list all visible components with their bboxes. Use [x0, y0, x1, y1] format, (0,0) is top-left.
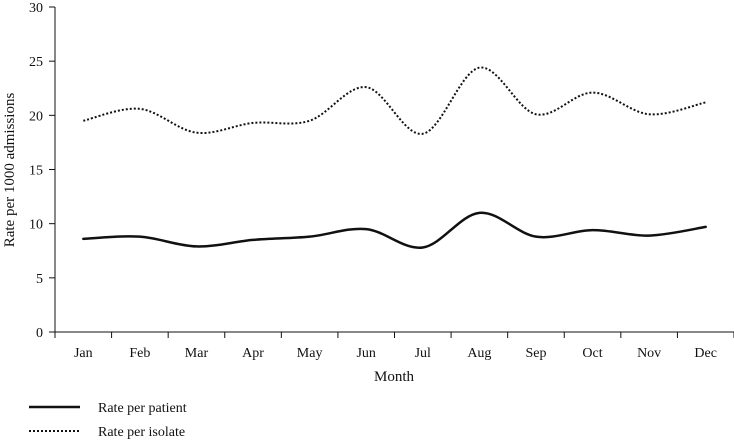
legend-label: Rate per isolate — [98, 425, 185, 440]
x-tick-label: May — [297, 346, 323, 361]
y-tick-label: 20 — [29, 109, 43, 124]
x-tick-label: Aug — [467, 346, 491, 361]
series-line-rate-per-patient — [82, 211, 707, 249]
series-layer — [82, 66, 707, 249]
y-tick-label: 10 — [29, 218, 43, 233]
y-axis-title: Rate per 1000 admissions — [2, 93, 18, 248]
y-tick-label: 30 — [29, 1, 43, 16]
x-tick-label: Jan — [74, 346, 93, 361]
series-line-rate-per-isolate — [83, 66, 706, 135]
x-tick-label: Sep — [525, 346, 546, 361]
x-tick-label: Oct — [582, 346, 602, 361]
axes — [54, 7, 734, 333]
y-tick-label: 5 — [36, 272, 43, 287]
x-tick-label: Jul — [415, 346, 431, 361]
x-tick-label: Feb — [129, 346, 150, 361]
x-axis-title: Month — [374, 369, 415, 385]
y-tick-label: 15 — [29, 164, 43, 179]
y-tick-label: 0 — [36, 326, 43, 341]
x-tick-label: Jun — [356, 346, 375, 361]
x-tick-label: Dec — [694, 346, 717, 361]
legend-label: Rate per patient — [98, 401, 187, 416]
x-tick-label: Nov — [637, 346, 661, 361]
x-tick-label: Mar — [185, 346, 209, 361]
legend: Rate per patient Rate per isolate — [29, 401, 187, 440]
x-ticks: Jan Feb Mar Apr May Jun Jul Aug Sep Oct Nov Dec — [54, 332, 734, 361]
y-ticks: 0 5 10 15 20 25 30 — [29, 1, 55, 341]
y-tick-label: 25 — [29, 55, 43, 70]
x-tick-label: Apr — [242, 346, 264, 361]
